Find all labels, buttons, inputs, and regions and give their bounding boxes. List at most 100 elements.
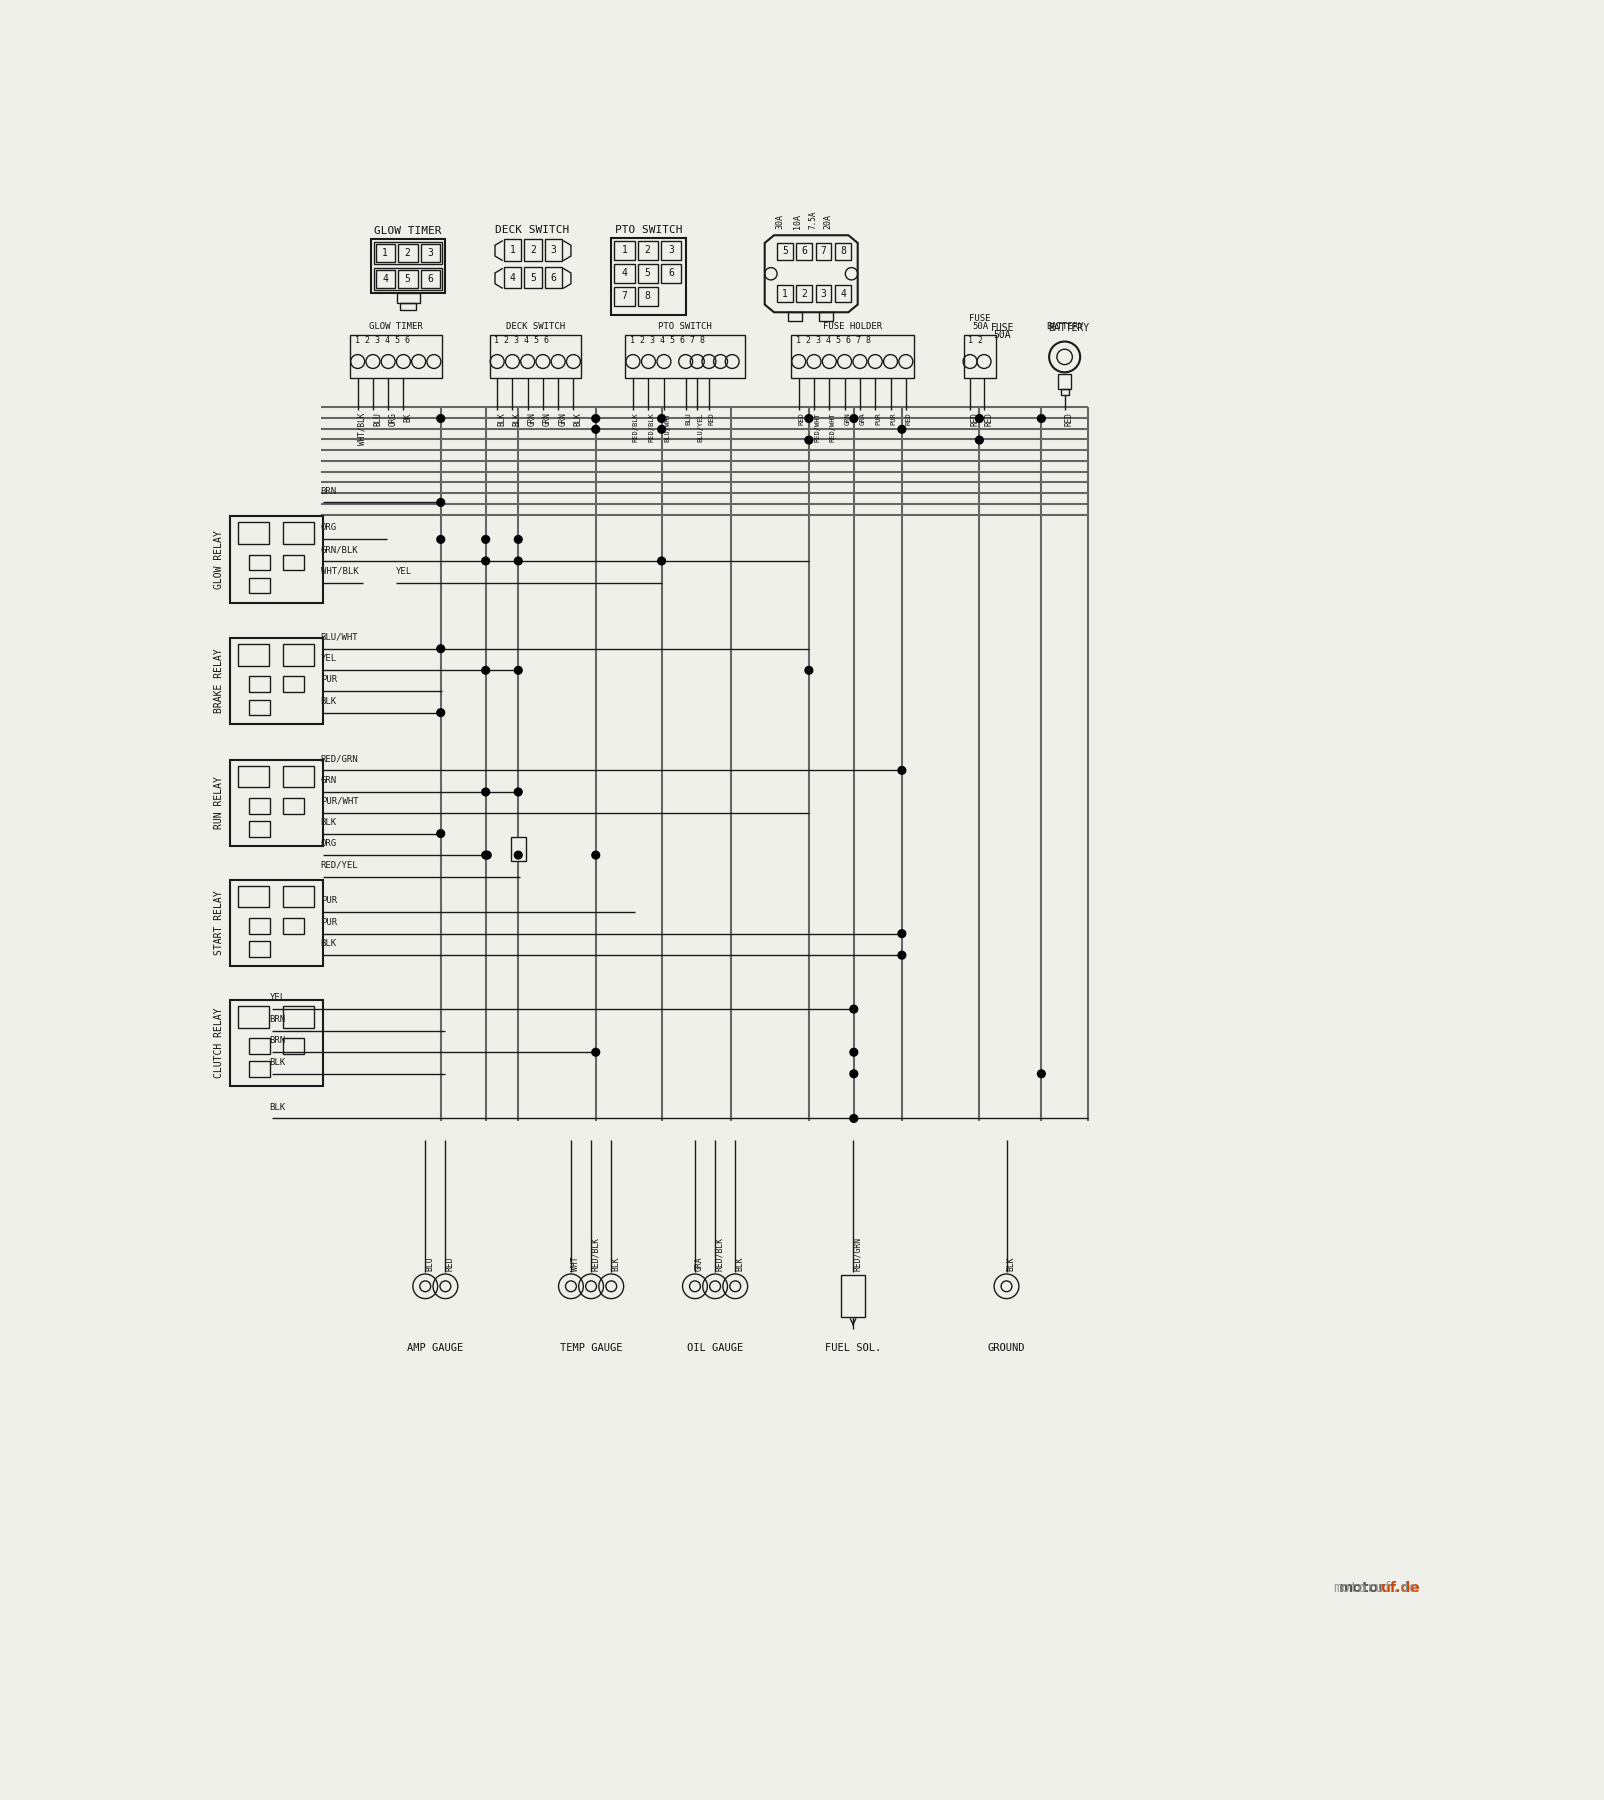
Text: BRN: BRN	[269, 1015, 286, 1024]
Bar	[836, 284, 850, 302]
Bar	[237, 765, 269, 787]
Text: 4: 4	[621, 268, 627, 277]
Bar	[614, 265, 635, 283]
Bar	[1060, 389, 1068, 396]
Text: BLK: BLK	[321, 940, 337, 949]
Text: BLK: BLK	[611, 1256, 621, 1271]
Text: GRN/BLK: GRN/BLK	[321, 545, 358, 554]
Circle shape	[805, 436, 813, 445]
Bar	[249, 918, 269, 934]
Bar	[776, 284, 792, 302]
Text: BLU/YEL: BLU/YEL	[698, 412, 703, 443]
Bar	[398, 270, 417, 288]
Text: RED: RED	[799, 412, 805, 425]
Text: YEL: YEL	[396, 567, 412, 576]
Text: GRN: GRN	[558, 412, 568, 427]
Bar	[249, 821, 269, 837]
Circle shape	[592, 851, 600, 859]
Text: 7: 7	[621, 292, 627, 301]
Text: GRA: GRA	[860, 412, 866, 425]
Text: BLK: BLK	[1006, 1256, 1015, 1271]
Circle shape	[436, 536, 444, 544]
Text: 7: 7	[821, 247, 826, 256]
Text: BLU/WHT: BLU/WHT	[321, 634, 358, 643]
Text: FUEL SOL.: FUEL SOL.	[824, 1343, 881, 1354]
Text: BRAKE RELAY: BRAKE RELAY	[213, 648, 225, 713]
Circle shape	[1038, 1069, 1046, 1078]
Bar	[282, 1006, 314, 1028]
Bar	[420, 243, 439, 263]
Bar	[638, 241, 658, 259]
Circle shape	[483, 851, 491, 859]
Circle shape	[515, 851, 523, 859]
Text: BLU: BLU	[425, 1256, 435, 1271]
Text: BLK: BLK	[735, 1256, 744, 1271]
Text: 1: 1	[510, 245, 516, 256]
Text: PTO SWITCH: PTO SWITCH	[614, 225, 682, 234]
Text: RED: RED	[446, 1256, 454, 1271]
Text: uf.de: uf.de	[1381, 1580, 1421, 1595]
Text: RED/BLK: RED/BLK	[648, 412, 654, 443]
Bar	[398, 243, 417, 263]
Text: 1 2: 1 2	[967, 337, 983, 346]
Bar	[282, 797, 305, 814]
Bar	[249, 1039, 269, 1053]
Bar	[249, 941, 269, 958]
Text: ORG: ORG	[321, 839, 337, 848]
Bar	[525, 239, 542, 261]
Text: 8: 8	[840, 247, 845, 256]
Text: BLK: BLK	[512, 412, 521, 427]
Text: BATTERY: BATTERY	[1047, 322, 1089, 333]
Bar	[229, 517, 322, 603]
Text: RED/YEL: RED/YEL	[321, 860, 358, 869]
Text: 50A: 50A	[994, 329, 1012, 340]
Text: 4: 4	[510, 272, 516, 283]
Text: 5: 5	[529, 272, 536, 283]
Text: 1: 1	[382, 248, 388, 257]
Text: 4: 4	[840, 288, 845, 299]
Text: BRN: BRN	[321, 486, 337, 495]
Text: RED/BLK: RED/BLK	[592, 1237, 600, 1271]
Circle shape	[481, 666, 489, 675]
Circle shape	[850, 1069, 858, 1078]
Text: FUSE: FUSE	[969, 313, 991, 322]
Bar	[836, 243, 850, 259]
Text: RED/GRN: RED/GRN	[853, 1237, 861, 1271]
Circle shape	[436, 644, 444, 653]
Text: GRN: GRN	[321, 776, 337, 785]
Bar	[237, 1006, 269, 1028]
Bar	[282, 677, 305, 691]
Text: RED/BLK: RED/BLK	[715, 1237, 723, 1271]
Text: OIL GAUGE: OIL GAUGE	[687, 1343, 743, 1354]
Text: RED/WHT: RED/WHT	[829, 412, 836, 443]
Text: FUSE HOLDER: FUSE HOLDER	[823, 322, 882, 331]
Bar	[525, 266, 542, 288]
Text: BLK: BLK	[269, 1058, 286, 1067]
Bar	[638, 286, 658, 306]
Bar	[420, 270, 439, 288]
Text: 3: 3	[427, 248, 433, 257]
Circle shape	[975, 414, 983, 423]
Bar	[788, 311, 802, 322]
Bar	[791, 335, 914, 378]
Text: RUN RELAY: RUN RELAY	[213, 776, 225, 830]
Text: PUR: PUR	[321, 675, 337, 684]
Text: 1 2 3 4 5 6: 1 2 3 4 5 6	[354, 337, 409, 346]
Text: GROUND: GROUND	[988, 1343, 1025, 1354]
Text: GRN: GRN	[542, 412, 552, 427]
Text: 5: 5	[404, 274, 411, 284]
Bar	[229, 760, 322, 846]
Bar	[816, 243, 831, 259]
Text: 5: 5	[781, 247, 788, 256]
Circle shape	[898, 425, 906, 434]
Bar	[249, 797, 269, 814]
Bar	[797, 243, 812, 259]
Text: 6: 6	[667, 268, 674, 277]
Bar	[816, 284, 831, 302]
Circle shape	[592, 1048, 600, 1057]
Text: 10A: 10A	[792, 214, 802, 229]
Circle shape	[481, 788, 489, 796]
Text: 6: 6	[802, 247, 807, 256]
Text: START RELAY: START RELAY	[213, 891, 225, 956]
Circle shape	[975, 436, 983, 445]
